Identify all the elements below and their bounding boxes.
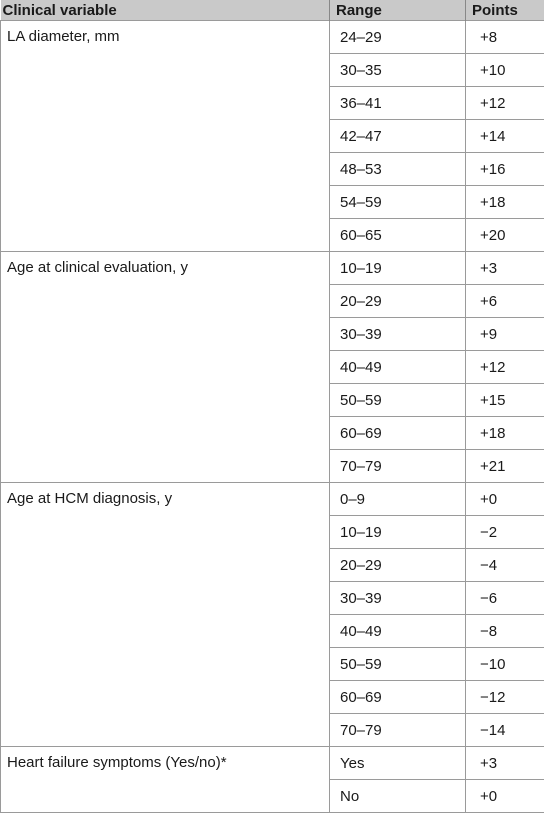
- table-row: 60–65 +20: [1, 218, 544, 252]
- range-cell: 40–49: [329, 614, 466, 648]
- points-cell: +14: [465, 119, 544, 153]
- range-cell: 60–65: [329, 218, 466, 252]
- range-cell: 60–69: [329, 680, 466, 714]
- header-row: Clinical variable Range Points: [0, 0, 544, 21]
- range-cell: 54–59: [329, 185, 466, 219]
- points-cell: −14: [465, 713, 544, 747]
- table-row: Age at HCM diagnosis, y 0–9 +0: [0, 482, 544, 747]
- table-row: LA diameter, mm 24–29 +8: [0, 20, 544, 252]
- range-cell: 50–59: [329, 647, 466, 681]
- table-row: 30–39 −6: [1, 581, 544, 615]
- points-cell: +8: [465, 20, 544, 54]
- points-cell: +18: [465, 416, 544, 450]
- header-clinical-variable: Clinical variable: [0, 0, 330, 21]
- points-cell: +10: [465, 53, 544, 87]
- points-cell: +0: [465, 482, 544, 516]
- header-range: Range: [329, 0, 466, 21]
- table-header: Clinical variable Range Points: [0, 0, 544, 21]
- range-cell: No: [329, 779, 466, 813]
- points-cell: +18: [465, 185, 544, 219]
- range-cell: 40–49: [329, 350, 466, 384]
- range-cell: 36–41: [329, 86, 466, 120]
- points-cell: +6: [465, 284, 544, 318]
- range-cell: 0–9: [329, 482, 466, 516]
- range-cell: 30–39: [329, 581, 466, 615]
- points-cell: +12: [465, 86, 544, 120]
- table-row: 48–53 +16: [1, 152, 544, 186]
- table-row: 30–39 +9: [1, 317, 544, 351]
- range-cell: 20–29: [329, 284, 466, 318]
- table-row: 40–49 −8: [1, 614, 544, 648]
- points-cell: −2: [465, 515, 544, 549]
- table-row: 42–47 +14: [1, 119, 544, 153]
- range-cell: 10–19: [329, 251, 466, 285]
- range-cell: 70–79: [329, 449, 466, 483]
- risk-score-table: Clinical variable Range Points LA diamet…: [0, 0, 544, 813]
- range-cell: 30–35: [329, 53, 466, 87]
- clinical-variable-cell: Age at clinical evaluation, y: [0, 251, 330, 483]
- points-cell: −8: [465, 614, 544, 648]
- points-cell: −10: [465, 647, 544, 681]
- table-row: 30–35 +10: [1, 53, 544, 87]
- table-row: 60–69 +18: [1, 416, 544, 450]
- range-cell: 42–47: [329, 119, 466, 153]
- range-cell: 10–19: [329, 515, 466, 549]
- clinical-variable-cell: LA diameter, mm: [0, 20, 330, 252]
- table-row: 70–79 +21: [1, 449, 544, 483]
- points-cell: +20: [465, 218, 544, 252]
- points-cell: +3: [465, 251, 544, 285]
- range-cell: 24–29: [329, 20, 466, 54]
- table-row: 10–19 −2: [1, 515, 544, 549]
- range-cell: 50–59: [329, 383, 466, 417]
- points-cell: −4: [465, 548, 544, 582]
- table-row: 40–49 +12: [1, 350, 544, 384]
- points-cell: +15: [465, 383, 544, 417]
- points-cell: −12: [465, 680, 544, 714]
- points-cell: +9: [465, 317, 544, 351]
- table-row: Age at clinical evaluation, y 10–19 +3: [0, 251, 544, 483]
- range-cell: 60–69: [329, 416, 466, 450]
- range-cell: Yes: [329, 746, 466, 780]
- points-cell: +16: [465, 152, 544, 186]
- table-row: 50–59 −10: [1, 647, 544, 681]
- table-row: 54–59 +18: [1, 185, 544, 219]
- points-cell: −6: [465, 581, 544, 615]
- range-cell: 48–53: [329, 152, 466, 186]
- table-row: No +0: [1, 779, 544, 813]
- range-cell: 70–79: [329, 713, 466, 747]
- range-cell: 30–39: [329, 317, 466, 351]
- table-row: 20–29 +6: [1, 284, 544, 318]
- points-cell: +3: [465, 746, 544, 780]
- table-row: 36–41 +12: [1, 86, 544, 120]
- range-cell: 20–29: [329, 548, 466, 582]
- table-body: LA diameter, mm 24–29 +8 30–35 +10 36–41 +12 42…: [0, 20, 544, 813]
- clinical-variable-cell: Heart failure symptoms (Yes/no)*: [0, 746, 330, 813]
- table-row: Heart failure symptoms (Yes/no)* Yes +3: [0, 746, 544, 813]
- points-cell: +21: [465, 449, 544, 483]
- header-points: Points: [465, 0, 544, 21]
- clinical-variable-cell: Age at HCM diagnosis, y: [0, 482, 330, 747]
- table-row: 20–29 −4: [1, 548, 544, 582]
- points-cell: +12: [465, 350, 544, 384]
- points-cell: +0: [465, 779, 544, 813]
